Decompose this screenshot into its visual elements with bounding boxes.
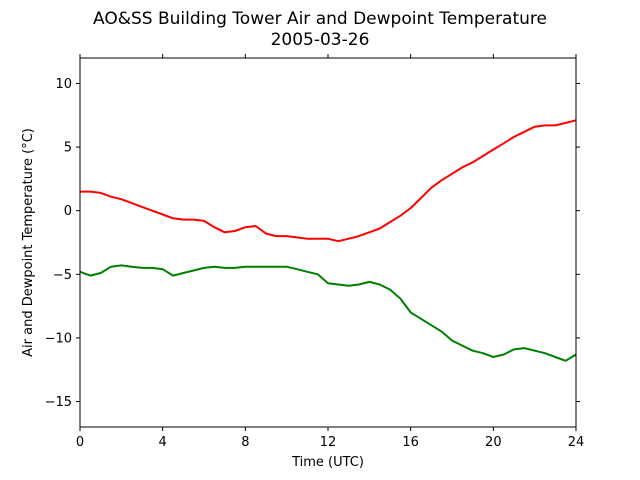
series-layer	[79, 119, 577, 362]
x-axis-label: Time (UTC)	[291, 455, 364, 470]
x-tick-label: 4	[159, 435, 167, 450]
x-tick-label: 8	[241, 435, 249, 450]
chart-subtitle: 2005-03-26	[271, 30, 370, 50]
tick-layer: 0 4 8 12 16 20 24 −15 −10 −5 0 5 10	[45, 54, 585, 450]
dewpoint-temperature-line	[79, 264, 577, 362]
x-tick-label: 16	[402, 435, 419, 450]
x-tick-label: 0	[76, 435, 84, 450]
x-tick-label: 20	[485, 435, 502, 450]
y-tick-label: 5	[64, 141, 72, 156]
x-tick-label: 12	[320, 435, 337, 450]
y-tick-label: 10	[55, 77, 72, 92]
y-axis-label: Air and Dewpoint Temperature (°C)	[21, 128, 36, 357]
y-tick-label: −10	[45, 331, 72, 346]
y-tick-label: −5	[53, 268, 72, 283]
x-tick-label: 24	[568, 435, 585, 450]
y-tick-label: −15	[45, 395, 72, 410]
y-tick-label: 0	[64, 204, 72, 219]
air-temperature-line	[80, 119, 577, 243]
chart-title: AO&SS Building Tower Air and Dewpoint Te…	[93, 9, 547, 29]
